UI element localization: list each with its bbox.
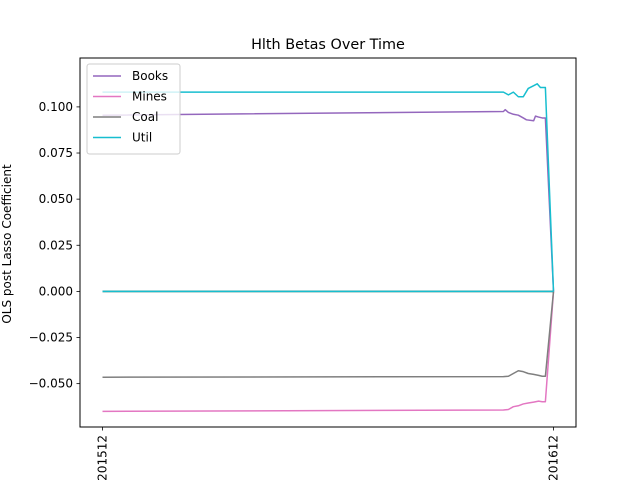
y-tick-label: 0.050 bbox=[39, 192, 73, 206]
y-tick-label: 0.075 bbox=[39, 146, 73, 160]
x-axis-ticks: 201512 201612 bbox=[96, 427, 561, 480]
x-tick-label: 201612 bbox=[547, 435, 561, 480]
legend-label-coal: Coal bbox=[132, 110, 158, 124]
y-tick-label: −0.050 bbox=[29, 377, 73, 391]
x-tick-label: 201512 bbox=[96, 435, 110, 480]
y-tick-label: 0.000 bbox=[39, 284, 73, 298]
y-axis-ticks: −0.050 −0.025 0.000 0.025 0.050 0.075 0.100 bbox=[29, 100, 80, 391]
y-tick-label: 0.025 bbox=[39, 238, 73, 252]
legend-label-util: Util bbox=[132, 131, 152, 145]
series-line-books bbox=[102, 108, 555, 292]
y-tick-label: −0.025 bbox=[29, 331, 73, 345]
legend-label-books: Books bbox=[132, 69, 168, 83]
y-tick-label: 0.100 bbox=[39, 100, 73, 114]
plot-frame bbox=[79, 57, 577, 428]
legend: Books Mines Coal Util bbox=[86, 63, 181, 155]
legend-box bbox=[86, 63, 181, 155]
legend-label-mines: Mines bbox=[132, 90, 167, 104]
plot-lines bbox=[102, 83, 555, 413]
series-line-mines bbox=[102, 291, 555, 413]
series-line-util bbox=[102, 83, 555, 292]
chart-title: Hlth Betas Over Time bbox=[251, 37, 405, 53]
series-line-coal bbox=[102, 291, 555, 378]
y-axis-label: OLS post Lasso Coefficient bbox=[0, 164, 14, 324]
